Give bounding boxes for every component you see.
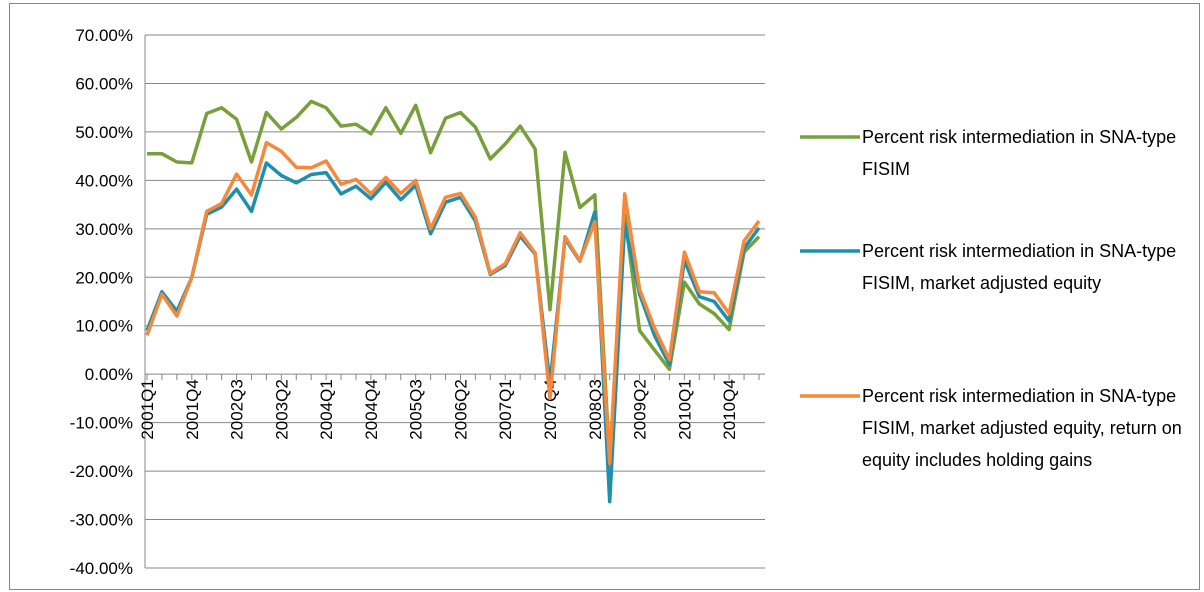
x-tick-label: 2005Q3 [407,379,426,440]
y-tick-label: -20.00% [70,462,133,481]
x-tick-label: 2002Q3 [228,379,247,440]
series-line [147,99,761,464]
x-tick-label: 2007Q4 [541,379,560,440]
x-tick-label: 2001Q1 [138,379,157,440]
x-tick-label: 2004Q4 [362,379,381,440]
x-tick-label: 2004Q1 [317,379,336,440]
x-tick-label: 2010Q1 [675,379,694,440]
legend-label: Percent risk intermediation in SNA-type … [862,386,1182,470]
y-tick-label: 10.00% [75,317,133,336]
y-tick-label: 0.00% [85,365,133,384]
x-tick-label: 2006Q2 [451,379,470,440]
y-tick-label: 60.00% [75,74,133,93]
y-tick-label: 20.00% [75,268,133,287]
series-line [145,161,761,504]
legend-label: Percent risk intermediation in SNA-type … [862,241,1177,293]
legend-label: Percent risk intermediation in SNA-type … [862,127,1177,179]
chart-border [9,3,1200,590]
x-tick-label: 2003Q2 [272,379,291,440]
y-tick-label: 40.00% [75,171,133,190]
y-tick-label: 70.00% [75,26,133,45]
x-tick-label: 2001Q4 [183,379,202,440]
x-tick-label: 2008Q3 [586,379,605,440]
y-tick-label: -30.00% [70,511,133,530]
y-tick-label: -10.00% [70,414,133,433]
x-tick-label: 2009Q2 [631,379,650,440]
series-line [145,140,761,466]
y-tick-label: -40.00% [70,559,133,578]
x-tick-label: 2010Q4 [720,379,739,440]
y-tick-label: 50.00% [75,123,133,142]
y-tick-label: 30.00% [75,220,133,239]
x-tick-label: 2007Q1 [496,379,515,440]
